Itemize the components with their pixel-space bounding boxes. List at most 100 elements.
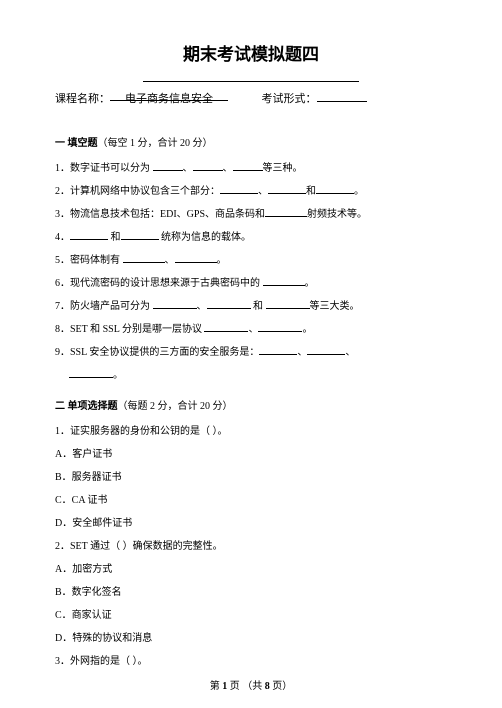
item-text: 。 bbox=[217, 255, 227, 266]
item-text: 现代流密码的设计思想来源于古典密码中的 bbox=[70, 278, 263, 289]
choice-line: 3．外网指的是（ ）。 bbox=[55, 652, 447, 667]
item-number: 7． bbox=[55, 301, 70, 312]
item-text: 商家认证 bbox=[72, 610, 112, 621]
footer-mid: 页 （共 bbox=[227, 681, 265, 692]
choice-line: A．加密方式 bbox=[55, 560, 447, 575]
exam-form-label: 考试形式： bbox=[262, 93, 317, 105]
choice-line: A．客户证书 bbox=[55, 445, 447, 460]
choice-line: D．安全邮件证书 bbox=[55, 514, 447, 529]
blank bbox=[220, 184, 258, 194]
item-number: 1． bbox=[55, 163, 70, 174]
fill-blank-line: 3．物流信息技术包括：EDI、GPS、商品条码和 射频技术等。 bbox=[55, 205, 447, 220]
fill-blank-line: 9．SSL 安全协议提供的三方面的安全服务是： 、 、 bbox=[55, 343, 447, 358]
item-text: 和 bbox=[251, 301, 266, 312]
footer-prefix: 第 bbox=[210, 681, 223, 692]
item-number: 4． bbox=[55, 232, 70, 243]
item-number: 3． bbox=[55, 209, 70, 220]
item-text: 安全邮件证书 bbox=[72, 518, 132, 529]
blank bbox=[316, 184, 354, 194]
section-1-scoring: （每空 1 分，合计 20 分） bbox=[98, 138, 213, 149]
blank bbox=[69, 368, 113, 378]
footer-suffix: 页） bbox=[270, 681, 293, 692]
course-value: 电子商务信息安全 bbox=[110, 90, 228, 101]
item-text: 、 bbox=[183, 163, 193, 174]
item-text: 、 bbox=[258, 186, 268, 197]
blank bbox=[193, 161, 223, 171]
choice-line: B．数字化签名 bbox=[55, 583, 447, 598]
item-text: 客户证书 bbox=[72, 449, 112, 460]
item-number: C． bbox=[55, 495, 72, 506]
section-1-header: 一 填空题（每空 1 分，合计 20 分） bbox=[55, 134, 447, 149]
item-number: 6． bbox=[55, 278, 70, 289]
blank bbox=[233, 161, 263, 171]
choice-line: C．商家认证 bbox=[55, 606, 447, 621]
item-text: 物流信息技术包括：EDI、GPS、商品条码和 bbox=[70, 209, 265, 220]
item-text: 和 bbox=[306, 186, 316, 197]
blank bbox=[70, 230, 108, 240]
item-text: 计算机网络中协议包含三个部分： bbox=[70, 186, 220, 197]
item-text: 、 bbox=[223, 163, 233, 174]
exam-form-blank bbox=[317, 91, 367, 102]
blank bbox=[153, 299, 197, 309]
item-text: SET 通过（ ）确保数据的完整性。 bbox=[70, 541, 223, 552]
blank bbox=[259, 345, 297, 355]
blank bbox=[307, 345, 345, 355]
item-number: 5． bbox=[55, 255, 70, 266]
choice-line: B．服务器证书 bbox=[55, 468, 447, 483]
item-text: 射频技术等。 bbox=[307, 209, 367, 220]
blank bbox=[207, 299, 251, 309]
item-number: 3． bbox=[55, 656, 70, 667]
blank bbox=[175, 253, 217, 263]
item-text: 加密方式 bbox=[72, 564, 112, 575]
item-text: 等三种。 bbox=[263, 163, 303, 174]
fill-blank-line: 8．SET 和 SSL 分别是哪一层协议 、 。 bbox=[55, 320, 447, 335]
item-text: 数字化签名 bbox=[72, 587, 122, 598]
item-text: CA 证书 bbox=[72, 495, 108, 506]
blank bbox=[266, 299, 310, 309]
item-number: 2． bbox=[55, 541, 70, 552]
item-text: 外网指的是（ ）。 bbox=[70, 656, 148, 667]
section-2-scoring: （每题 2 分，合计 20 分） bbox=[118, 401, 233, 412]
item-text: 、 bbox=[197, 301, 207, 312]
item-number: 9． bbox=[55, 347, 70, 358]
item-text: 密码体制有 bbox=[70, 255, 123, 266]
blank bbox=[153, 161, 183, 171]
item-text: SSL 安全协议提供的三方面的安全服务是： bbox=[70, 347, 259, 358]
fill-blank-line: 7．防火墙产品可分为 、 和 等三大类。 bbox=[55, 297, 447, 312]
item-text: 。 bbox=[302, 324, 312, 335]
item-number: B． bbox=[55, 472, 72, 483]
course-label: 课程名称： bbox=[55, 93, 110, 105]
choice-line: D．特殊的协议和消息 bbox=[55, 629, 447, 644]
fill-blank-line: 。 bbox=[55, 366, 447, 381]
item-text: 、 bbox=[345, 347, 355, 358]
blank bbox=[123, 253, 165, 263]
course-line: 课程名称：电子商务信息安全 考试形式： bbox=[55, 90, 447, 106]
item-number: A． bbox=[55, 564, 72, 575]
blank bbox=[265, 207, 307, 217]
choice-line: 1．证实服务器的身份和公钥的是（ ）。 bbox=[55, 422, 447, 437]
item-number: 8． bbox=[55, 324, 70, 335]
item-number: C． bbox=[55, 610, 72, 621]
item-text: 服务器证书 bbox=[72, 472, 122, 483]
item-number: B． bbox=[55, 587, 72, 598]
fill-blank-line: 1．数字证书可以分为 、 、 等三种。 bbox=[55, 159, 447, 174]
exam-title-text: 期末考试模拟题四 bbox=[183, 45, 319, 64]
blank bbox=[204, 322, 248, 332]
item-text: 特殊的协议和消息 bbox=[72, 633, 152, 644]
item-text: 数字证书可以分为 bbox=[70, 163, 153, 174]
item-text: 证实服务器的身份和公钥的是（ ）。 bbox=[70, 426, 228, 437]
item-text: 、 bbox=[297, 347, 307, 358]
item-text: 。 bbox=[354, 186, 364, 197]
item-number: D． bbox=[55, 518, 72, 529]
item-text: 、 bbox=[248, 324, 258, 335]
item-text: 防火墙产品可分为 bbox=[70, 301, 153, 312]
item-text: 统称为信息的载体。 bbox=[159, 232, 252, 243]
item-text: 。 bbox=[305, 278, 315, 289]
fill-blank-line: 5．密码体制有 、。 bbox=[55, 251, 447, 266]
item-text: 。 bbox=[113, 370, 123, 381]
choice-line: C．CA 证书 bbox=[55, 491, 447, 506]
item-text: SET 和 SSL 分别是哪一层协议 bbox=[70, 324, 204, 335]
page-footer: 第 1 页 （共 8 页） bbox=[0, 677, 502, 692]
fill-blank-line: 6．现代流密码的设计思想来源于古典密码中的 。 bbox=[55, 274, 447, 289]
fill-blank-line: 4． 和 统称为信息的载体。 bbox=[55, 228, 447, 243]
